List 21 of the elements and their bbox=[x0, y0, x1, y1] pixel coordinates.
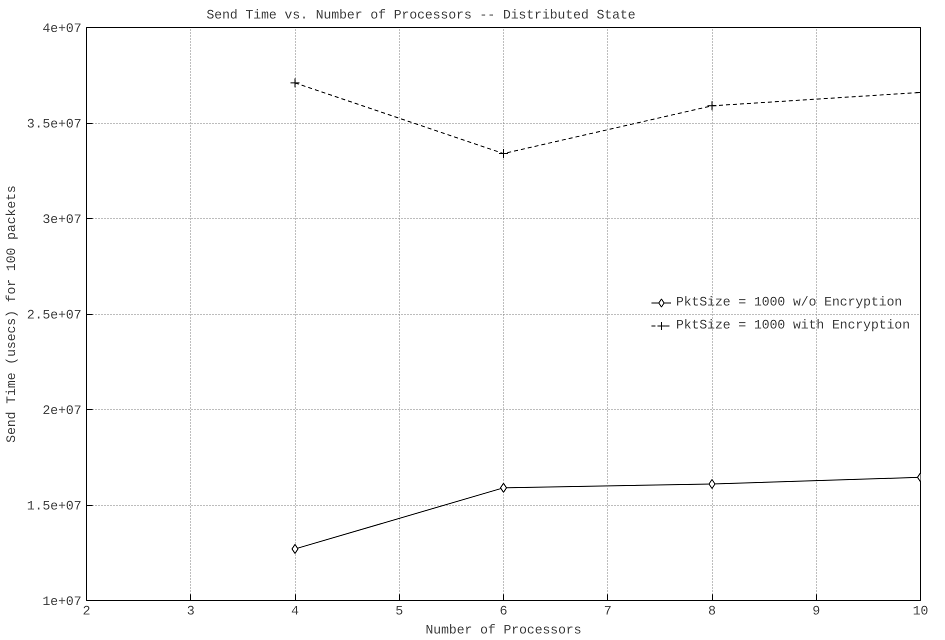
legend-label: PktSize = 1000 with Encryption bbox=[676, 318, 910, 332]
x-axis-title: Number of Processors bbox=[425, 622, 582, 638]
x-tick-label: 4 bbox=[291, 604, 300, 618]
x-tick-label: 6 bbox=[500, 604, 508, 618]
y-tick-label: 4e+07 bbox=[42, 21, 82, 36]
y-tick-label: 1.5e+07 bbox=[26, 498, 82, 514]
x-tick-label: 9 bbox=[812, 604, 820, 618]
y-tick-label: 1e+07 bbox=[42, 594, 82, 609]
x-tick-label: 2 bbox=[82, 604, 90, 618]
x-tick-label: 10 bbox=[912, 604, 928, 618]
x-tick-label: 5 bbox=[395, 604, 404, 618]
chart-title: Send Time vs. Number of Processors -- Distributed State bbox=[206, 8, 636, 22]
y-tick-label: 2e+07 bbox=[42, 403, 82, 418]
x-tick-label: 7 bbox=[604, 604, 612, 618]
y-tick-label: 3e+07 bbox=[42, 212, 82, 227]
x-tick-label: 8 bbox=[708, 604, 716, 618]
y-axis-title: Send Time (usecs) for 100 packets bbox=[4, 185, 19, 443]
x-tick-label: 3 bbox=[186, 604, 195, 618]
y-tick-label: 3.5e+07 bbox=[26, 116, 82, 132]
y-tick-label: 2.5e+07 bbox=[26, 308, 82, 322]
legend-label: PktSize = 1000 w/o Encryption bbox=[676, 294, 902, 310]
